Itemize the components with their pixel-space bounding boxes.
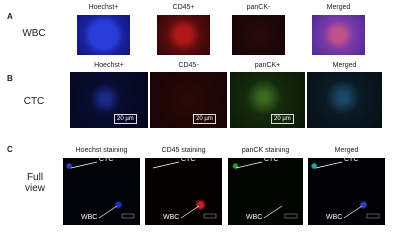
panel-label: C [7,145,13,154]
column-header: Hoechst+ [88,4,119,11]
figure: A WBC Hoechst+ CD45+ panCK- Merged B CTC Hoechst… [7,4,385,225]
pointer-line [152,161,180,169]
column-header: Merged [334,147,359,154]
row-label: Full view [24,172,45,194]
callout-lines [152,161,217,219]
column-header: CD45 staining [161,147,206,154]
column-header: Hoechst+ [94,62,124,69]
callout: WBC [326,214,343,221]
scale-bar [121,213,135,219]
micrograph [230,72,305,128]
scale-bar [284,213,298,219]
column-header: CD45- [178,62,199,69]
micrograph [77,15,130,55]
pointer-line [343,205,363,219]
callout-lines [315,161,380,219]
callout: CTC [344,156,359,163]
micrograph [70,72,148,128]
callout-lines [70,161,135,219]
row-label: CTC [23,96,45,107]
callout: CTC [181,156,196,163]
micrograph [157,15,210,55]
scale-bar: 20 µm [114,114,137,124]
pointer-line [70,161,98,169]
column-header: Merged [326,4,351,11]
pointer-line [235,161,263,169]
scale-bar [366,213,380,219]
pointer-line [315,161,343,169]
pointer-line [98,205,118,219]
column-header: Hoechst staining [75,147,128,154]
scale-bar: 20 µm [271,114,294,124]
callout: WBC [81,214,98,221]
panel-label: B [7,74,13,83]
scale-bar [203,213,217,219]
callout-lines [235,161,298,219]
micrograph [232,15,285,55]
pointer-line [180,205,200,219]
micrograph [150,72,227,128]
scale-bar: 20 µm [193,114,216,124]
column-header: CD45+ [172,4,195,11]
callout: WBC [246,214,263,221]
micrograph [307,72,382,128]
row-label: WBC [22,28,46,39]
micrograph [228,158,303,225]
micrograph [312,15,365,55]
panel-label: A [7,12,13,21]
callout: CTC [264,156,279,163]
callout: CTC [99,156,114,163]
pointer-line [263,205,283,219]
column-header: Merged [332,62,357,69]
column-header: panCK- [246,4,271,11]
column-header: panCK+ [254,62,281,69]
column-header: panCK staining [241,147,290,154]
callout: WBC [163,214,180,221]
